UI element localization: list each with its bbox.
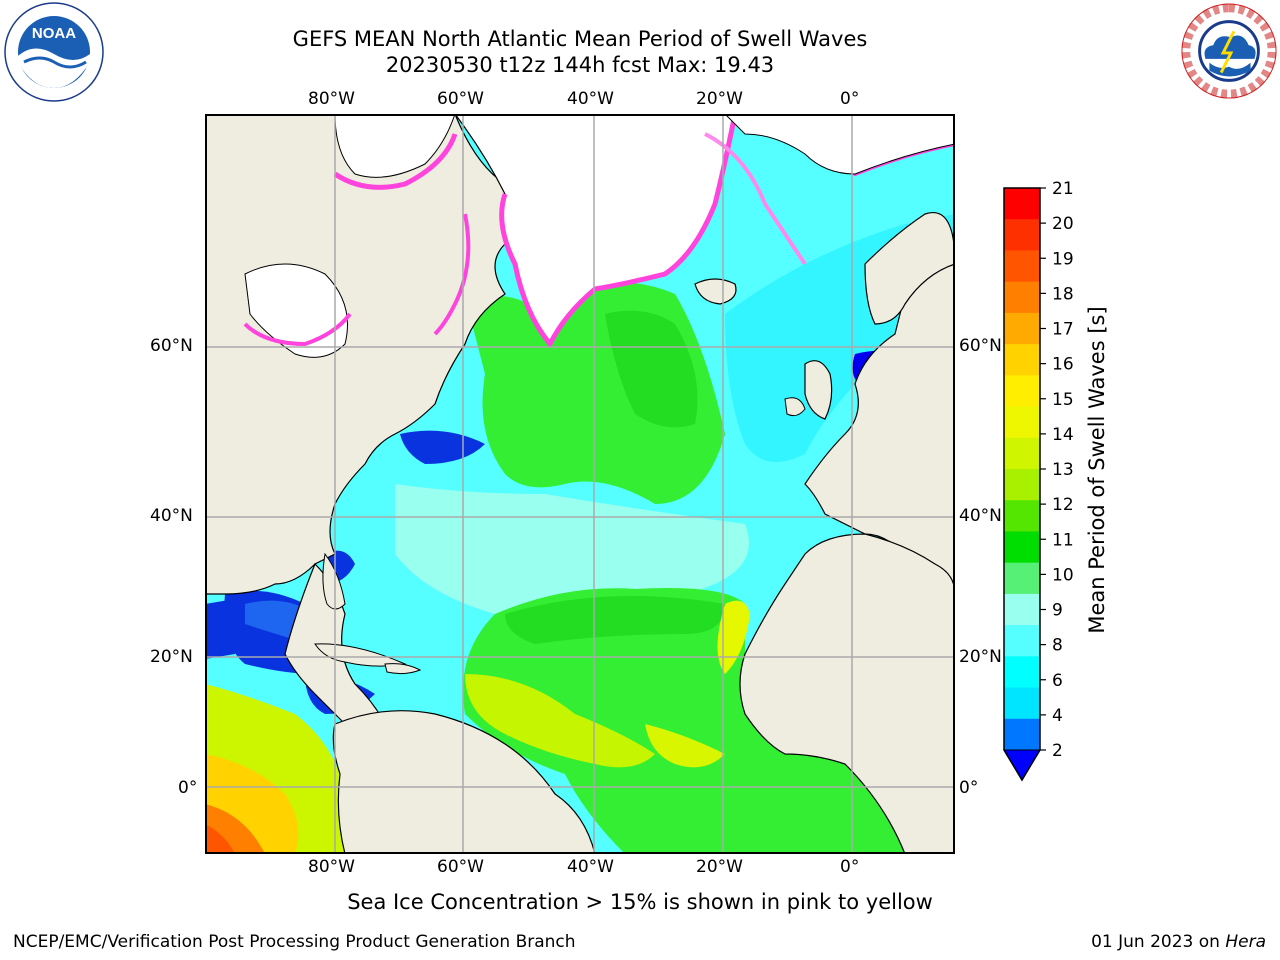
lat-label-right-20n: 20°N (959, 647, 1002, 667)
colorbar-swatch (1004, 344, 1040, 376)
lat-label-right-60n: 60°N (959, 336, 1002, 356)
colorbar-swatch (1004, 469, 1040, 501)
great-britain-land (804, 360, 833, 420)
colorbar-label: Mean Period of Swell Waves [s] (1085, 306, 1109, 634)
colorbar-tick-label: 14 (1052, 425, 1074, 445)
colorbar-swatch (1004, 375, 1040, 408)
colorbar-swatch (1004, 531, 1040, 564)
colorbar: 21 20 19 18 17 16 15 14 13 12 11 10 9 8 6 4 2 (1003, 180, 1074, 782)
colorbar-swatch (1004, 312, 1040, 345)
colorbar-swatch (1004, 593, 1040, 626)
colorbar-under-triangle (1003, 749, 1041, 781)
colorbar-tick-label: 18 (1052, 284, 1074, 304)
svg-text:NOAA: NOAA (32, 25, 76, 42)
colorbar-swatch (1004, 219, 1040, 251)
colorbar-frame (1003, 187, 1041, 782)
colorbar-swatch (1004, 281, 1040, 314)
colorbar-swatch (1004, 718, 1040, 751)
colorbar-tick-label: 11 (1052, 530, 1074, 550)
colorbar-swatch (1004, 188, 1040, 220)
colorbar-swatch (1004, 250, 1040, 283)
colorbar-tick-label: 12 (1052, 495, 1074, 515)
ireland-land (784, 397, 806, 417)
lon-label-bottom-40w: 40°W (567, 857, 614, 877)
nws-logo-icon (1181, 3, 1277, 99)
lon-label-bottom-0: 0° (840, 857, 860, 877)
colorbar-swatch (1004, 687, 1040, 720)
lon-label-top-20w: 20°W (696, 89, 743, 109)
colorbar-tick-label: 10 (1052, 565, 1074, 585)
colorbar-tick-label: 2 (1052, 741, 1063, 761)
africa-land (739, 533, 955, 854)
lat-label-left-20n: 20°N (150, 647, 193, 667)
run-date: 01 Jun 2023 on Hera (1091, 932, 1266, 952)
credit-text: NCEP/EMC/Verification Post Processing Pr… (13, 932, 576, 952)
colorbar-swatch (1004, 625, 1040, 657)
map-panel (205, 114, 955, 854)
colorbar-swatch (1004, 437, 1040, 470)
chart-title: GEFS MEAN North Atlantic Mean Period of … (292, 27, 868, 51)
colorbar-tick-label: 13 (1052, 460, 1074, 480)
lon-label-top-60w: 60°W (437, 89, 484, 109)
noaa-logo-icon: NOAA (4, 2, 104, 102)
lon-label-top-40w: 40°W (567, 89, 614, 109)
colorbar-tick-label: 6 (1052, 671, 1063, 691)
colorbar-tick-label: 15 (1052, 390, 1074, 410)
sea-ice-edge-arctic (333, 133, 458, 190)
colorbar-swatch (1004, 406, 1040, 439)
lat-label-left-0: 0° (178, 778, 198, 798)
lon-label-bottom-20w: 20°W (696, 857, 743, 877)
iceland-land (694, 278, 737, 305)
arctic-ice-white (724, 114, 955, 175)
graticule (205, 114, 955, 854)
lon-label-bottom-60w: 60°W (437, 857, 484, 877)
lat-label-left-60n: 60°N (150, 336, 193, 356)
colorbar-tick-label: 8 (1052, 636, 1063, 656)
colorbar-tick-label: 9 (1052, 601, 1063, 621)
sea-ice-edge-greenland (499, 193, 718, 349)
scandinavia-land (864, 212, 955, 325)
lon-label-top-80w: 80°W (308, 89, 355, 109)
colorbar-tick-label: 19 (1052, 249, 1074, 269)
lat-label-left-40n: 40°N (150, 506, 193, 526)
period-13s-region (465, 674, 655, 768)
south-america-land (332, 710, 596, 854)
lon-label-top-0: 0° (840, 89, 860, 109)
map-frame (205, 114, 955, 854)
colorbar-tick-label: 16 (1052, 355, 1074, 375)
chart-subtitle: 20230530 t12z 144h fcst Max: 19.43 (385, 53, 775, 77)
colorbar-tick-label: 17 (1052, 320, 1074, 340)
colorbar-tick-label: 4 (1052, 706, 1063, 726)
lon-label-bottom-80w: 80°W (308, 857, 355, 877)
colorbar-swatch (1004, 656, 1040, 689)
colorbar-swatch (1004, 500, 1040, 532)
colorbar-tick-label: 20 (1052, 214, 1074, 234)
run-host: Hera (1225, 932, 1266, 952)
lat-label-right-40n: 40°N (959, 506, 1002, 526)
colorbar-tick-label: 21 (1052, 180, 1074, 199)
colorbar-swatch (1004, 562, 1040, 595)
sea-ice-note: Sea Ice Concentration > 15% is shown in … (347, 890, 933, 914)
lat-label-right-0: 0° (959, 778, 979, 798)
run-date-text: 01 Jun 2023 on (1091, 932, 1226, 952)
